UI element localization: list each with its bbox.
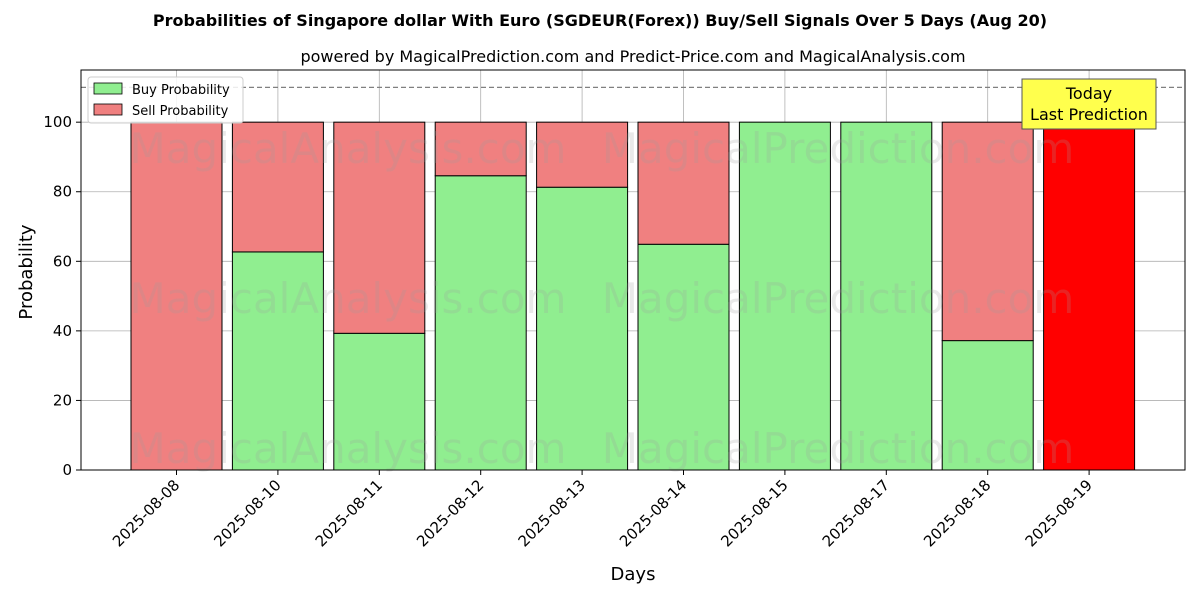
watermark-text: MagicalPrediction.com [602,274,1075,323]
x-tick-label: 2025-08-12 [413,476,487,550]
bar-buy-2025-08-12 [434,175,527,471]
today-annotation: Today Last Prediction [1021,78,1157,130]
legend-swatch-sell [93,103,123,116]
bar-buy-2025-08-14 [637,243,730,471]
annotation-line2: Last Prediction [1030,105,1148,124]
legend-label-buy: Buy Probability [132,83,230,98]
bar-sell-2025-08-08 [130,121,223,471]
y-axis-label: Probability [16,224,37,319]
x-tick-label: 2025-08-08 [109,476,183,550]
bar-buy-2025-08-15 [738,121,831,471]
x-tick-label: 2025-08-17 [819,476,893,550]
x-tick-label: 2025-08-10 [210,476,284,550]
y-tick-label: 0 [62,461,72,479]
legend-label-sell: Sell Probability [132,104,229,119]
x-tick-label: 2025-08-18 [920,476,994,550]
bar-buy-2025-08-11 [333,332,426,471]
bar-sell-2025-08-10 [231,121,324,253]
watermark-text: MagicalAnalysis.com [130,274,567,323]
y-tick-label: 40 [53,322,72,340]
x-tick-label: 2025-08-14 [616,476,690,550]
x-tick-label: 2025-08-15 [717,476,791,550]
bar-sell-2025-08-11 [333,121,426,334]
y-tick-label: 60 [53,252,72,270]
bar-sell-2025-08-18 [941,121,1034,342]
y-tick-label: 80 [53,183,72,201]
x-tick-label: 2025-08-19 [1022,476,1096,550]
y-tick-label: 100 [43,113,72,131]
legend-swatch-buy [93,82,123,95]
x-tick-label: 2025-08-13 [515,476,589,550]
x-axis-label: Days [611,564,656,585]
annotation-line1: Today [1065,84,1112,103]
plot-frame [80,69,1186,471]
chart-title: Probabilities of Singapore dollar With E… [153,11,1047,30]
watermark-text: MagicalPrediction.com [602,124,1075,173]
watermark-text: MagicalAnalysis.com [130,124,567,173]
bar-sell-2025-08-14 [637,121,730,245]
bar-sell-2025-08-19 [1043,121,1136,471]
x-tick-label: 2025-08-11 [312,476,386,550]
legend: Buy Probability Sell Probability [87,76,244,124]
bar-buy-2025-08-18 [941,340,1034,471]
watermarks: MagicalAnalysis.com MagicalPrediction.com… [130,124,1075,473]
watermark-text: MagicalAnalysis.com [130,424,567,473]
bars [130,121,1136,471]
legend-box [87,76,244,124]
watermark-text: MagicalPrediction.com [602,424,1075,473]
y-tick-label: 20 [53,391,72,409]
annotation-box [1021,78,1157,130]
chart-subtitle: powered by MagicalPrediction.com and Pre… [300,47,965,66]
bar-sell-2025-08-12 [434,121,527,177]
bar-sell-2025-08-13 [536,121,629,188]
bar-buy-2025-08-17 [840,121,933,471]
